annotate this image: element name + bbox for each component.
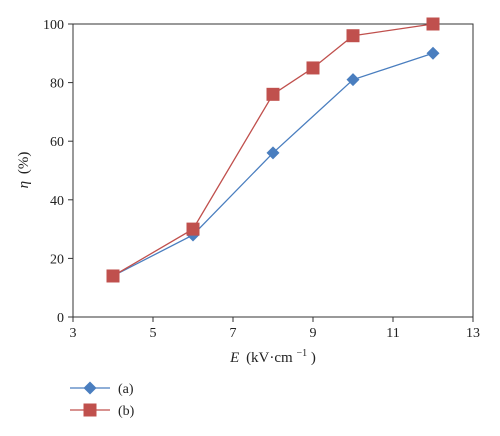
legend-item: (b) — [70, 403, 135, 419]
legend-marker — [83, 381, 97, 395]
legend: (a) (b) — [70, 381, 135, 419]
series-a — [106, 46, 440, 283]
legend-label: (a) — [118, 382, 134, 397]
y-tick-label: 20 — [50, 252, 64, 267]
legend-item: (a) — [70, 381, 134, 397]
y-tick-label: 80 — [50, 77, 64, 92]
x-axis-variable: E — [229, 350, 239, 366]
data-point — [346, 29, 360, 43]
y-tick-label: 40 — [50, 194, 64, 209]
data-point — [266, 146, 280, 160]
data-point — [426, 46, 440, 60]
x-tick-label: 13 — [466, 326, 480, 341]
data-point — [346, 73, 360, 87]
x-axis-label: E (kV·cm −1 ) — [229, 344, 316, 366]
y-tick-label: 0 — [57, 311, 64, 326]
series-layer — [106, 17, 440, 283]
x-tick-label: 11 — [386, 326, 399, 341]
series-b — [106, 17, 440, 283]
data-point — [186, 222, 200, 236]
y-axis-variable: η — [16, 181, 32, 188]
y-axis-unit: (%) — [16, 152, 32, 175]
x-axis-unit-close: ) — [311, 350, 316, 366]
plot-frame — [72, 23, 474, 318]
x-tick-label: 5 — [150, 326, 157, 341]
series-line — [112, 52, 434, 277]
series-line — [112, 23, 434, 277]
data-point — [426, 17, 440, 31]
data-point — [266, 87, 280, 101]
y-tick-label: 100 — [43, 18, 64, 33]
x-axis-unit: (kV·cm — [246, 350, 293, 366]
data-point — [306, 61, 320, 75]
legend-marker — [83, 403, 97, 417]
x-tick-label: 7 — [230, 326, 237, 341]
legend-label: (b) — [118, 404, 135, 419]
y-axis-label: η (%) — [16, 152, 32, 189]
x-axis-unit-exponent: −1 — [296, 348, 307, 359]
y-tick-label: 60 — [50, 135, 64, 150]
x-tick-label: 9 — [310, 326, 317, 341]
data-point — [106, 269, 120, 283]
x-tick-label: 3 — [70, 326, 77, 341]
ticks-layer: 3 5 7 9 11 13 0 20 40 60 80 100 — [43, 18, 480, 341]
